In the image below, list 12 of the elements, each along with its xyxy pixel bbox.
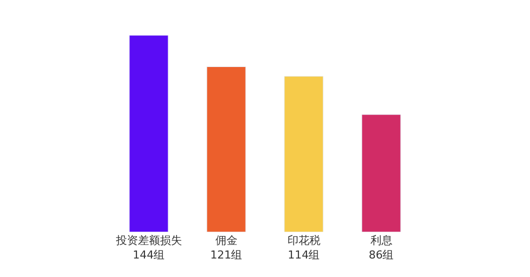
bar bbox=[284, 76, 324, 232]
x-tick-label: 利息 bbox=[370, 234, 392, 247]
data-label: 121组 bbox=[210, 248, 242, 262]
x-tick-label: 佣金 bbox=[215, 234, 238, 247]
bar bbox=[362, 114, 401, 232]
x-tick-label: 印花税 bbox=[287, 234, 320, 247]
bar bbox=[129, 35, 168, 232]
bar bbox=[206, 66, 246, 232]
data-label: 86组 bbox=[368, 248, 394, 262]
x-tick-label: 投资差额损失 bbox=[114, 234, 182, 247]
data-label: 144组 bbox=[132, 248, 165, 262]
data-label: 114组 bbox=[288, 248, 320, 262]
